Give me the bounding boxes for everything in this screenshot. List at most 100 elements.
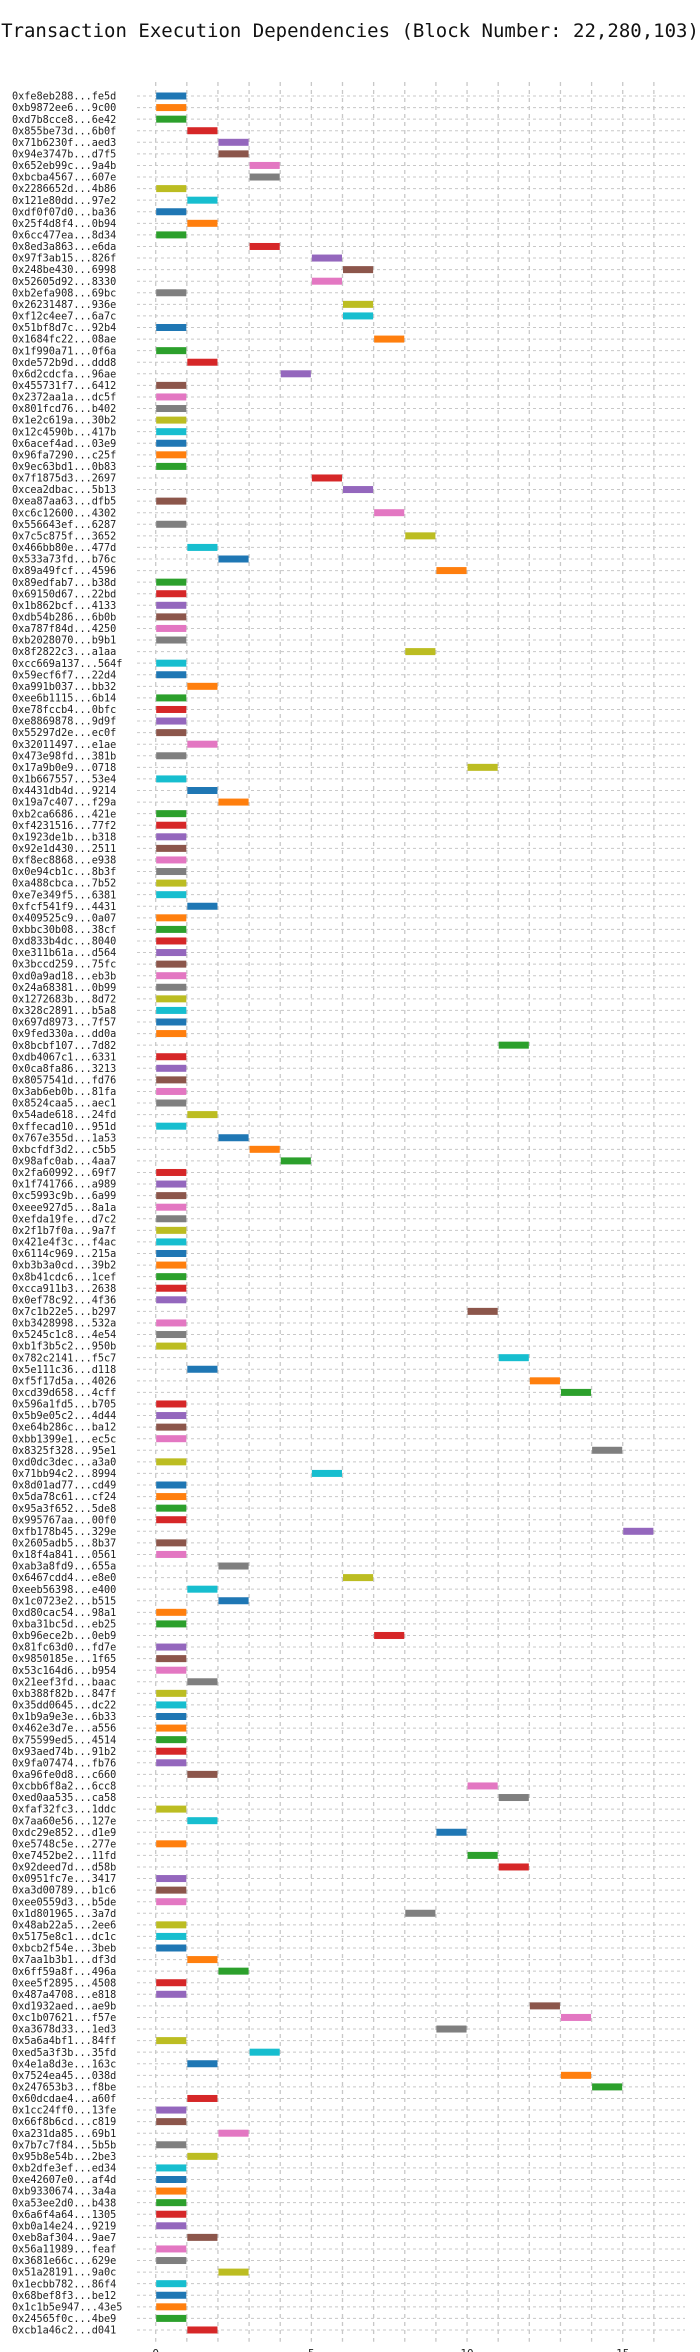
transaction-bar	[156, 1990, 187, 1998]
transaction-label: 0x455731f7...6412	[12, 381, 116, 392]
transaction-bar	[187, 196, 218, 204]
transaction-bar	[374, 509, 405, 517]
transaction-label: 0x2372aa1a...dc5f	[12, 393, 116, 404]
transaction-bar	[218, 1562, 249, 1570]
transaction-bar	[156, 960, 187, 968]
transaction-bar	[156, 2037, 187, 2045]
transaction-bar	[156, 1701, 187, 1709]
transaction-label: 0x1272683b...8d72	[12, 994, 116, 1005]
transaction-bar	[249, 2048, 280, 2056]
transaction-bar	[218, 2129, 249, 2137]
transaction-label: 0xa3d00789...b1c6	[12, 1886, 116, 1897]
transaction-bar	[156, 2222, 187, 2230]
transaction-label: 0x96fa7290...c25f	[12, 450, 116, 461]
transaction-label: 0x7f1875d3...2697	[12, 474, 116, 485]
transaction-label: 0x0e94cb1c...8b3f	[12, 867, 116, 878]
transaction-bar	[156, 462, 187, 470]
transaction-label: 0xbcfdf3d2...c5b5	[12, 1145, 116, 1156]
transaction-label: 0xb96ece2b...0eb9	[12, 1631, 116, 1642]
transaction-bar	[498, 1041, 529, 1049]
transaction-bar	[529, 1377, 560, 1385]
transaction-bar	[156, 1655, 187, 1663]
transaction-bar	[156, 972, 187, 980]
transaction-bar	[156, 717, 187, 725]
transaction-label: 0x556643ef...6287	[12, 520, 116, 531]
transaction-label: 0xf5f17d5a...4026	[12, 1376, 116, 1387]
transaction-bar	[156, 613, 187, 621]
transaction-label: 0xb2028070...b9b1	[12, 636, 116, 647]
transaction-bar	[156, 659, 187, 667]
transaction-label: 0x0ca8fa86...3213	[12, 1064, 116, 1075]
transaction-bar	[156, 1608, 187, 1616]
transaction-bar	[187, 1365, 218, 1373]
transaction-label: 0x95b8e54b...2be3	[12, 2152, 116, 2163]
transaction-bar	[156, 1805, 187, 1813]
transaction-bar	[156, 1944, 187, 1952]
transaction-bar	[592, 1446, 623, 1454]
transaction-label: 0x596a1fd5...b705	[12, 1400, 116, 1411]
transaction-bar	[218, 555, 249, 563]
transaction-label: 0xeb8af304...9ae7	[12, 2233, 116, 2244]
transaction-bar	[343, 1574, 374, 1582]
transaction-bar	[156, 1412, 187, 1420]
transaction-label: 0x92e1d430...2511	[12, 844, 116, 855]
transaction-bar	[156, 1898, 187, 1906]
transaction-bar	[156, 381, 187, 389]
transaction-bar	[156, 2245, 187, 2253]
transaction-bar	[156, 879, 187, 887]
transaction-label: 0xeee927d5...8a1a	[12, 1203, 116, 1214]
transaction-label: 0x6467cdd4...e8e0	[12, 1573, 116, 1584]
transaction-bar	[156, 393, 187, 401]
transaction-label: 0xffecad10...951d	[12, 1122, 116, 1133]
transaction-bar	[156, 1203, 187, 1211]
transaction-label: 0x53c164d6...b954	[12, 1666, 116, 1677]
transaction-bar	[187, 1111, 218, 1119]
transaction-bar	[156, 231, 187, 239]
transaction-bar	[156, 1689, 187, 1697]
transaction-label: 0x8d01ad77...cd49	[12, 1481, 116, 1492]
transaction-label: 0xea87aa63...dfb5	[12, 497, 116, 508]
transaction-label: 0x5a6a4bf1...84ff	[12, 2036, 116, 2047]
transaction-label: 0xcca911b3...2638	[12, 1284, 116, 1295]
transaction-label: 0xb9330674...3a4a	[12, 2187, 116, 2198]
transaction-label: 0x855be73d...6b0f	[12, 126, 116, 137]
transaction-bar	[156, 1423, 187, 1431]
transaction-bar	[467, 1851, 498, 1859]
transaction-label: 0x5b9e05c2...4d44	[12, 1411, 116, 1422]
transaction-bar	[436, 2025, 467, 2033]
transaction-bar	[156, 1400, 187, 1408]
transaction-bar	[249, 1145, 280, 1153]
transaction-label: 0x51bf8d7c...92b4	[12, 323, 116, 334]
transaction-label: 0x2605adb5...8b37	[12, 1538, 116, 1549]
transaction-label: 0x5e111c36...d118	[12, 1365, 116, 1376]
transaction-bar	[156, 1192, 187, 1200]
transaction-bar	[156, 2280, 187, 2288]
x-tick-label: 5	[308, 2347, 315, 2352]
transaction-label: 0xa488cbca...7b52	[12, 879, 116, 890]
transaction-label: 0x1c1b5e947...43e5	[12, 2302, 122, 2313]
transaction-label: 0x75599ed5...4514	[12, 1735, 116, 1746]
transaction-label: 0x1b667557...53e4	[12, 775, 116, 786]
transaction-bar	[156, 1516, 187, 1524]
transaction-label: 0xcd39d658...4cff	[12, 1388, 116, 1399]
transaction-bar	[156, 324, 187, 331]
transaction-label: 0x248be430...6998	[12, 265, 116, 276]
transaction-label: 0x533a73fd...b76c	[12, 555, 116, 566]
transaction-bar	[156, 868, 187, 876]
transaction-bar	[374, 335, 405, 343]
transaction-bar	[343, 486, 374, 494]
transaction-label: 0x56a11989...feaf	[12, 2245, 116, 2256]
transaction-bar	[187, 219, 218, 227]
transaction-bar	[436, 567, 467, 575]
transaction-label: 0xba31bc5d...eb25	[12, 1620, 116, 1631]
transaction-label: 0x3681e66c...629e	[12, 2256, 116, 2267]
transaction-bar	[156, 891, 187, 899]
transaction-bar	[592, 2083, 623, 2091]
transaction-bar	[156, 428, 187, 436]
transaction-bar	[156, 1840, 187, 1848]
transaction-bar	[156, 1747, 187, 1755]
transaction-bar	[343, 312, 374, 320]
transaction-bar	[156, 1875, 187, 1883]
transaction-label: 0x25f4d8f4...0b94	[12, 219, 116, 230]
